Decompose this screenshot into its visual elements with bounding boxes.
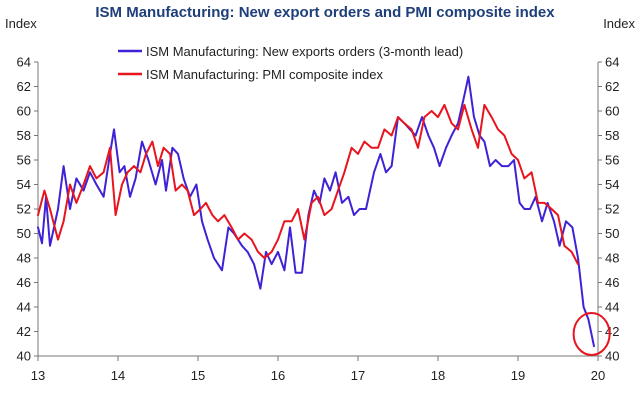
y-tick-label-left: 50 xyxy=(17,226,31,241)
x-tick-label: 16 xyxy=(271,368,285,383)
y-tick-label-left: 62 xyxy=(17,79,31,94)
y-tick-label-left: 58 xyxy=(17,128,31,143)
y-tick-label-right: 54 xyxy=(605,177,619,192)
x-tick-label: 18 xyxy=(431,368,445,383)
y-tick-label-right: 60 xyxy=(605,104,619,119)
y-tick-label-left: 64 xyxy=(17,55,31,70)
y-tick-label-right: 58 xyxy=(605,128,619,143)
y-tick-label-right: 44 xyxy=(605,300,619,315)
y-tick-label-right: 50 xyxy=(605,226,619,241)
x-tick-label: 20 xyxy=(591,368,605,383)
y-tick-label-right: 64 xyxy=(605,55,619,70)
x-tick-label: 19 xyxy=(511,368,525,383)
y-tick-label-left: 52 xyxy=(17,202,31,217)
y-tick-label-left: 48 xyxy=(17,251,31,266)
x-tick-label: 17 xyxy=(351,368,365,383)
x-tick-label: 13 xyxy=(31,368,45,383)
y-tick-label-right: 48 xyxy=(605,251,619,266)
legend-label-export: ISM Manufacturing: New exports orders (3… xyxy=(146,44,463,59)
y-tick-label-left: 54 xyxy=(17,177,31,192)
y-ticks: 40 40 42 42 44 44 46 46 48 48 50 50 52 52 54 54 56 56 58 58… xyxy=(17,55,620,364)
x-ticks: 13 14 15 16 17 18 19 20 xyxy=(31,356,605,383)
y-tick-label-right: 40 xyxy=(605,349,619,364)
x-tick-label: 15 xyxy=(191,368,205,383)
series-line-pmi xyxy=(37,103,579,266)
y-tick-label-left: 56 xyxy=(17,153,31,168)
legend-label-pmi: ISM Manufacturing: PMI composite index xyxy=(146,67,383,82)
highlight-circle xyxy=(572,311,611,356)
series-line-export-orders xyxy=(37,75,595,348)
y-tick-label-right: 56 xyxy=(605,153,619,168)
y-axis-label-right: Index xyxy=(603,16,635,31)
y-tick-label-right: 42 xyxy=(605,324,619,339)
x-tick-label: 14 xyxy=(111,368,125,383)
y-tick-label-right: 46 xyxy=(605,275,619,290)
y-tick-label-right: 52 xyxy=(605,202,619,217)
y-tick-label-left: 46 xyxy=(17,275,31,290)
series xyxy=(37,75,595,348)
y-tick-label-left: 42 xyxy=(17,324,31,339)
y-axis-label-left: Index xyxy=(5,16,37,31)
chart-title: ISM Manufacturing: New export orders and… xyxy=(95,4,555,21)
y-tick-label-left: 44 xyxy=(17,300,31,315)
y-tick-label-left: 60 xyxy=(17,104,31,119)
y-tick-label-right: 62 xyxy=(605,79,619,94)
y-tick-label-left: 40 xyxy=(17,349,31,364)
annotations xyxy=(572,311,611,356)
legend: ISM Manufacturing: New exports orders (3… xyxy=(118,44,463,82)
